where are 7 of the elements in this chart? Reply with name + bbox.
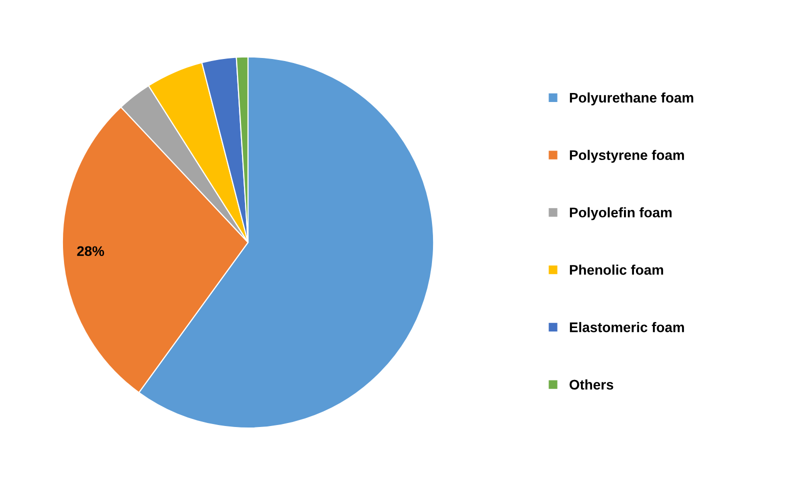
legend-label: Polyolefin foam [570,207,672,220]
legend-label: Elastomeric foam [570,322,684,332]
data-label: 28% [77,246,104,256]
legend-label: Phenolic foam [570,264,664,275]
legend-label: Polyurethane foam [570,92,694,106]
legend-label: Polystyrene foam [570,150,684,163]
legend-label: Others [570,379,614,390]
